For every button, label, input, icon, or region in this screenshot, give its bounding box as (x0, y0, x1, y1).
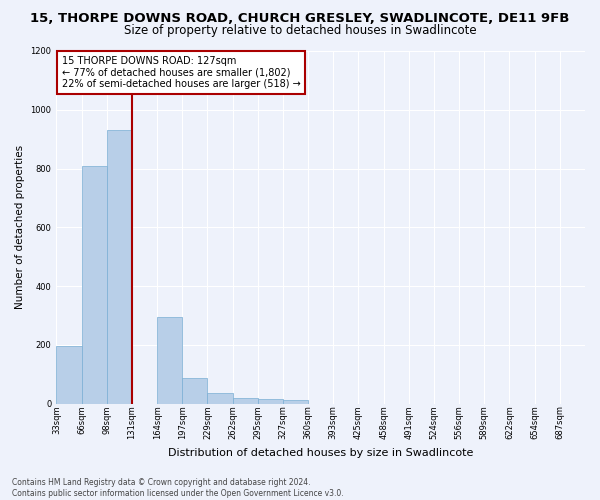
Bar (208, 392, 233, 404)
Text: Size of property relative to detached houses in Swadlincote: Size of property relative to detached ho… (124, 24, 476, 37)
Bar (233, 398, 258, 404)
Bar (107, 130, 132, 404)
Bar (258, 400, 283, 404)
Y-axis label: Number of detached properties: Number of detached properties (15, 146, 25, 310)
Bar (56, 346, 82, 404)
Text: 15, THORPE DOWNS ROAD, CHURCH GRESLEY, SWADLINCOTE, DE11 9FB: 15, THORPE DOWNS ROAD, CHURCH GRESLEY, S… (31, 12, 569, 26)
Bar (82, 166, 107, 404)
X-axis label: Distribution of detached houses by size in Swadlincote: Distribution of detached houses by size … (168, 448, 473, 458)
Bar (283, 400, 308, 404)
Bar (182, 378, 208, 404)
Bar (157, 317, 182, 404)
Text: 15 THORPE DOWNS ROAD: 127sqm
← 77% of detached houses are smaller (1,802)
22% of: 15 THORPE DOWNS ROAD: 127sqm ← 77% of de… (62, 56, 301, 90)
Text: Contains HM Land Registry data © Crown copyright and database right 2024.
Contai: Contains HM Land Registry data © Crown c… (12, 478, 344, 498)
